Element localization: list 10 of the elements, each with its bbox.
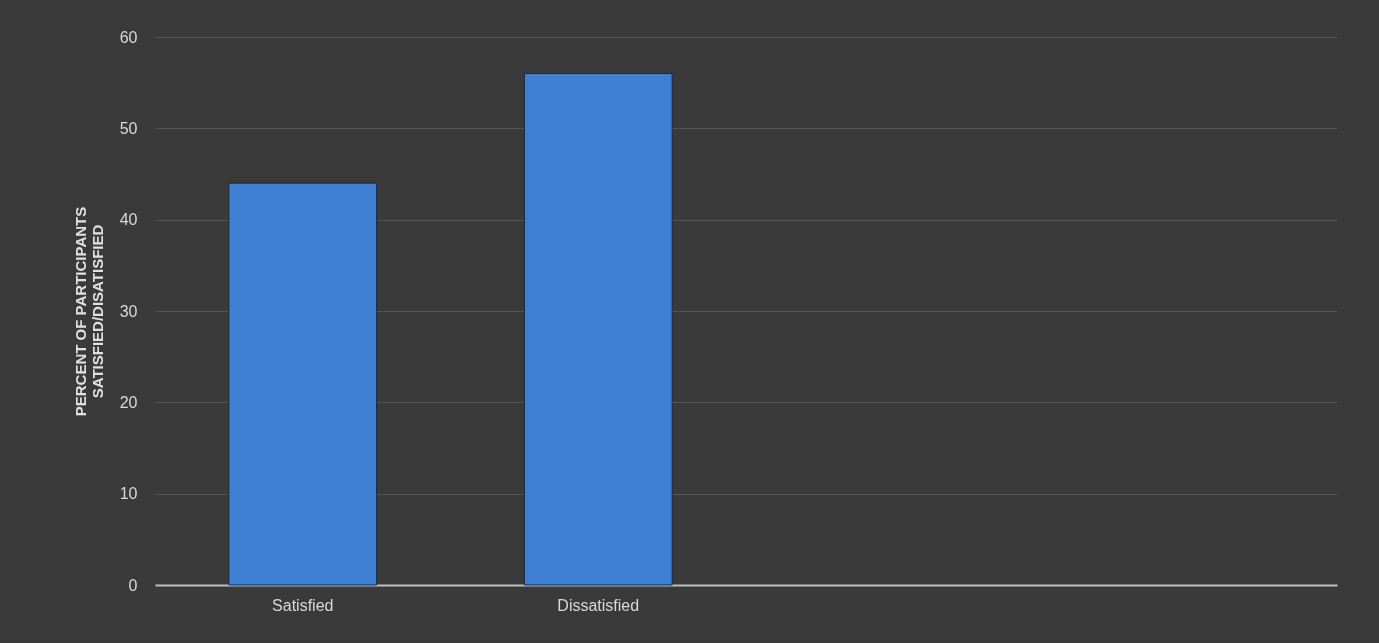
y-tick-label: 10	[119, 485, 138, 503]
y-tick-label: 20	[119, 393, 138, 411]
y-tick-label: 0	[128, 576, 138, 594]
y-tick-label: 40	[119, 211, 138, 229]
y-tick-label: 50	[119, 119, 138, 137]
x-tick-label: Dissatisfied	[557, 596, 640, 614]
y-axis-title: PERCENT OF PARTICIPANTS SATISFIED/DISATISFIED	[71, 206, 106, 417]
x-tick-label: Satisfied	[272, 596, 334, 614]
y-tick-label: 60	[119, 28, 138, 46]
y-tick-label: 30	[119, 302, 138, 320]
